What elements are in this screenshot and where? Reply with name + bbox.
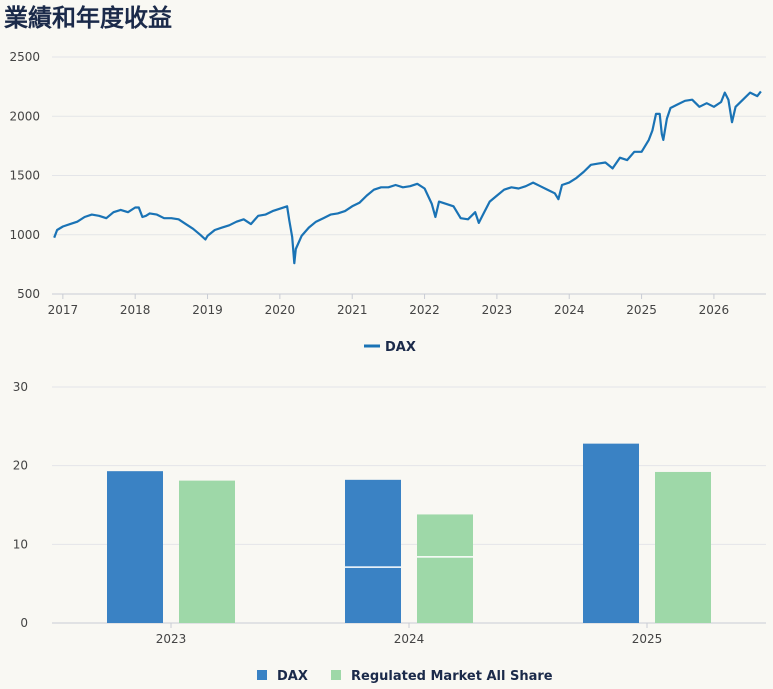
y-tick-label: 10: [13, 537, 28, 551]
bar-chart-bars: [107, 443, 711, 623]
x-tick-label: 2017: [48, 303, 79, 317]
x-tick-label: 2023: [482, 303, 513, 317]
line-chart-legend[interactable]: DAX: [364, 340, 416, 355]
line-chart-y-ticks: 500 1000 1500 2000 2500: [9, 50, 40, 301]
y-tick-label: 2500: [9, 50, 40, 64]
y-tick-label: 30: [13, 380, 28, 394]
line-chart: 500 1000 1500 2000 2500 2017 2018 2019 2020 2021…: [9, 50, 766, 355]
legend-swatch: [257, 670, 267, 680]
x-tick-label: 2018: [120, 303, 151, 317]
x-tick-label: 2025: [626, 303, 657, 317]
x-tick-label: 2020: [265, 303, 296, 317]
y-tick-label: 1500: [9, 169, 40, 183]
x-tick-label: 2024: [394, 632, 425, 646]
bar-chart-x-ticks: 2023 2024 2025: [156, 623, 663, 646]
y-tick-label: 1000: [9, 228, 40, 242]
dax-line-series: [53, 90, 762, 265]
bar-chart-legend: DAX Regulated Market All Share: [257, 669, 553, 684]
legend-label: DAX: [277, 669, 308, 684]
x-tick-label: 2024: [554, 303, 585, 317]
x-tick-label: 2026: [699, 303, 730, 317]
x-tick-label: 2021: [337, 303, 368, 317]
legend-label-dax: DAX: [385, 340, 416, 355]
bar-regulated-market-all-share-2023[interactable]: [179, 480, 235, 623]
y-tick-label: 0: [20, 616, 28, 630]
bar-dax-2023[interactable]: [107, 471, 163, 623]
x-tick-label: 2019: [192, 303, 223, 317]
legend-label: Regulated Market All Share: [351, 669, 553, 684]
bar-regulated-market-all-share-2025[interactable]: [655, 471, 711, 623]
legend-swatch: [331, 670, 341, 680]
bar-regulated-market-all-share-2024[interactable]: [417, 514, 473, 623]
page-title: 業績和年度收益: [4, 4, 172, 32]
bar-chart-y-ticks: 0 10 20 30: [13, 380, 28, 630]
bar-dax-2024[interactable]: [345, 479, 401, 623]
bar-chart: 0 10 20 30 2023 2024 2025 DAX Regulated Market…: [13, 380, 766, 684]
x-tick-label: 2022: [409, 303, 440, 317]
legend-item-dax[interactable]: DAX: [257, 669, 308, 684]
y-tick-label: 20: [13, 459, 28, 473]
bar-dax-2025[interactable]: [583, 443, 639, 623]
x-tick-label: 2025: [632, 632, 663, 646]
y-tick-label: 500: [17, 287, 40, 301]
legend-item-regulated-market-all-share[interactable]: Regulated Market All Share: [331, 669, 553, 684]
line-chart-gridlines: [52, 56, 766, 295]
y-tick-label: 2000: [9, 109, 40, 123]
line-chart-x-ticks: 2017 2018 2019 2020 2021 2022 2023 2024 2025 2026: [48, 294, 730, 317]
x-tick-label: 2023: [156, 632, 187, 646]
